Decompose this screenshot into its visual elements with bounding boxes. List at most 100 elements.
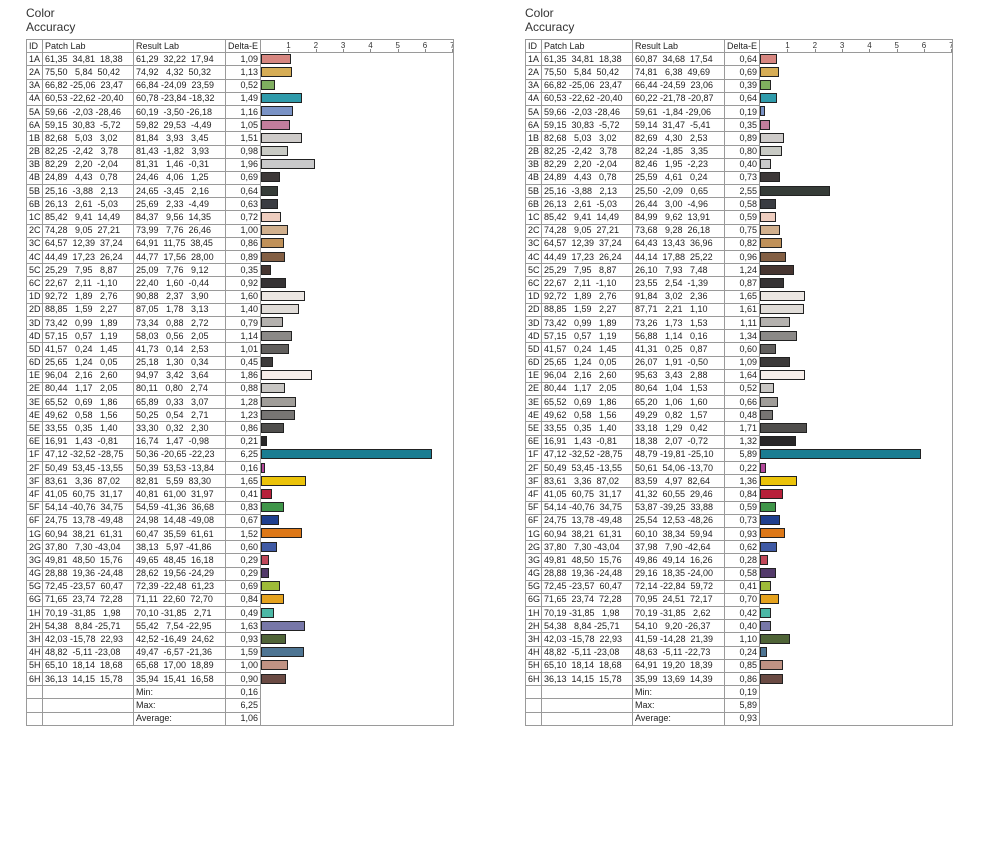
patch-lab: 73,42 0,99 1,89 [42, 315, 134, 331]
patch-id: 6E [26, 434, 43, 449]
table-row: 2F 50,49 53,45 -13,55 50,61 54,06 -13,70 0,… [525, 460, 953, 476]
delta-e-bar [261, 647, 305, 658]
delta-e-bar [261, 304, 300, 315]
result-lab: 64,91 11,75 38,45 [133, 236, 226, 252]
patch-lab: 92,72 1,89 2,76 [541, 289, 633, 304]
delta-e-bar-cell [260, 646, 454, 660]
patch-id: 3E [26, 395, 43, 410]
patch-lab: 41,57 0,24 1,45 [42, 342, 134, 357]
delta-e-value: 0,35 [724, 118, 760, 133]
delta-e-bar [760, 172, 780, 183]
result-lab: 25,59 4,61 0,24 [632, 170, 725, 186]
result-lab: 65,20 1,06 1,60 [632, 395, 725, 410]
delta-e-bar-cell [759, 342, 953, 356]
delta-e-bar-cell [759, 171, 953, 185]
delta-e-bar-cell [759, 145, 953, 159]
result-lab: 73,68 9,28 26,18 [632, 223, 725, 238]
table-row: 5C 25,29 7,95 8,87 25,09 7,76 9,12 0,35 [26, 263, 454, 278]
delta-e-bar [261, 159, 315, 170]
delta-e-bar [261, 370, 312, 381]
table-row: 6H 36,13 14,15 15,78 35,99 13,69 14,39 0,86 [525, 671, 953, 687]
delta-e-value: 0,39 [724, 78, 760, 93]
table-row: 1G 60,94 38,21 61,31 60,10 38,34 59,94 0,93 [525, 526, 953, 542]
scale-tick-mark [288, 49, 290, 52]
delta-e-scale: 1 2 3 4 5 6 7 [260, 38, 454, 54]
delta-e-value: 0,42 [724, 606, 760, 621]
delta-e-bar [261, 251, 286, 262]
result-lab: 50,36 -20,65 -22,23 [133, 447, 226, 463]
patch-lab: 85,42 9,41 14,49 [42, 210, 134, 225]
result-lab: 41,73 0,14 2,53 [133, 342, 226, 357]
patch-id: 1A [26, 52, 43, 67]
delta-e-bar-cell [759, 250, 953, 264]
table-row: 4D 57,15 0,57 1,19 56,88 1,14 0,16 1,34 [525, 329, 953, 344]
result-lab: 82,46 1,95 -2,23 [632, 157, 725, 172]
result-lab: 84,37 9,56 14,35 [133, 210, 226, 225]
delta-e-value: 0,40 [724, 619, 760, 634]
result-lab: 23,55 2,54 -1,39 [632, 276, 725, 291]
delta-e-bar [760, 291, 806, 302]
delta-e-bar-cell [260, 356, 454, 370]
delta-e-value: 5,89 [724, 447, 760, 463]
result-lab: 29,16 18,35 -24,00 [632, 566, 725, 581]
patch-lab: 33,55 0,35 1,40 [42, 421, 134, 436]
patch-lab: 66,82 -25,06 23,47 [42, 78, 134, 93]
delta-e-value: 0,92 [225, 276, 261, 291]
table-row: 3G 49,81 48,50 15,76 49,86 49,14 16,26 0,28 [525, 553, 953, 568]
summary-blank [541, 711, 633, 726]
patch-lab: 71,65 23,74 72,28 [42, 592, 134, 608]
delta-e-bar-cell [759, 619, 953, 633]
result-lab: 38,13 5,97 -41,86 [133, 540, 226, 555]
delta-e-value: 0,72 [225, 210, 261, 225]
delta-e-bar-cell [260, 408, 454, 422]
patch-id: 5A [26, 104, 43, 120]
patch-id: 4F [525, 487, 542, 502]
patch-id: 2E [26, 381, 43, 397]
result-lab: 50,25 0,54 2,71 [133, 408, 226, 423]
delta-e-bar-cell [260, 276, 454, 291]
delta-e-bar [760, 317, 791, 328]
delta-e-value: 0,80 [724, 144, 760, 159]
result-lab: 65,89 0,33 3,07 [133, 395, 226, 410]
table-row: 6G 71,65 23,74 72,28 70,95 24,51 72,17 0,70 [525, 592, 953, 608]
table-row: 3D 73,42 0,99 1,89 73,34 0,88 2,72 0,79 [26, 315, 454, 331]
delta-e-value: 0,22 [724, 460, 760, 476]
result-lab: 54,10 9,20 -26,37 [632, 619, 725, 634]
result-lab: 72,14 -22,84 59,72 [632, 579, 725, 594]
table-row: 2F 50,49 53,45 -13,55 50,39 53,53 -13,84 0,… [26, 460, 454, 476]
delta-e-bar-cell [260, 250, 454, 264]
delta-e-value: 1,00 [225, 223, 261, 238]
patch-id: 4B [525, 170, 542, 186]
delta-e-bar [261, 462, 266, 473]
table-row: 6B 26,13 2,61 -5,03 26,44 3,00 -4,96 0,58 [525, 197, 953, 212]
delta-e-bar [760, 594, 780, 605]
delta-e-bar [261, 66, 292, 77]
delta-e-value: 0,86 [225, 236, 261, 252]
table-row: 5B 25,16 -3,88 2,13 25,50 -2,09 0,65 2,55 [525, 184, 953, 199]
scale-tick-mark [896, 49, 898, 52]
table-row: 6F 24,75 13,78 -49,48 25,54 12,53 -48,26 0,… [525, 513, 953, 528]
col-header-patch-lab: Patch Lab [42, 38, 134, 54]
delta-e-value: 0,88 [225, 381, 261, 397]
patch-lab: 74,28 9,05 27,21 [42, 223, 134, 238]
delta-e-bar-cell [260, 65, 454, 80]
delta-e-value: 0,96 [724, 249, 760, 265]
summary-blank [42, 698, 134, 713]
delta-e-value: 0,64 [724, 91, 760, 106]
result-lab: 71,11 22,60 72,70 [133, 592, 226, 608]
delta-e-value: 0,64 [225, 184, 261, 199]
delta-e-bar [261, 568, 269, 578]
delta-e-bar [261, 264, 271, 275]
patch-lab: 16,91 1,43 -0,81 [42, 434, 134, 449]
patch-lab: 22,67 2,11 -1,10 [541, 276, 633, 291]
delta-e-value: 1,64 [724, 368, 760, 383]
delta-e-value: 1,65 [724, 289, 760, 304]
panel-title: Color Accuracy [26, 6, 76, 34]
delta-e-value: 0,45 [225, 355, 261, 370]
delta-e-bar-cell [759, 659, 953, 673]
patch-id: 3F [26, 474, 43, 489]
result-lab: 49,65 48,45 16,18 [133, 553, 226, 568]
delta-e-value: 0,59 [724, 500, 760, 515]
delta-e-bar [261, 54, 291, 65]
result-lab: 24,46 4,06 1,25 [133, 170, 226, 186]
